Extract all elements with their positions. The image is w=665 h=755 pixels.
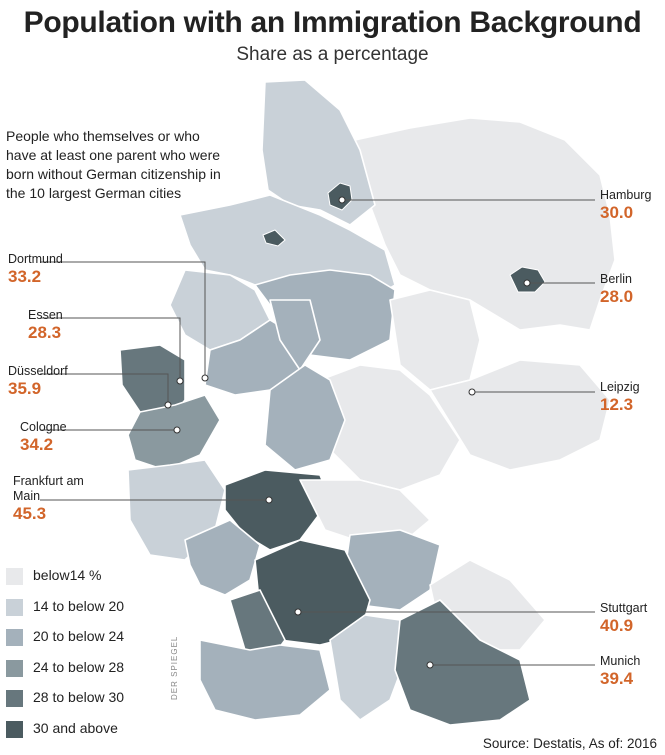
city-value: 28.0 [600,287,634,306]
city-label-hamburg: Hamburg 30.0 [600,188,651,223]
legend-label: below14 % [33,567,102,583]
city-name: Hamburg [600,188,652,202]
city-label-essen: Essen 28.3 [28,308,63,343]
region-palatinate [184,519,261,596]
dot-duesseldorf [164,401,172,409]
dot-essen [176,377,184,385]
city-name: Leipzig [600,380,640,394]
map-subtitle: Share as a percentage [236,44,429,65]
legend-label: 14 to below 20 [33,597,125,614]
legend-swatch [6,659,23,677]
city-value: 35.9 [8,379,42,398]
city-label-leipzig: Leipzig 12.3 [600,380,640,415]
intro-text: People who themselves or who have at lea… [6,128,221,201]
bremen-region [262,229,286,247]
legend-swatch [6,720,23,738]
city-value: 40.9 [600,616,634,635]
city-value: 39.4 [600,669,634,688]
legend-swatch [6,598,23,616]
city-value: 12.3 [600,395,634,414]
city-name: Cologne [20,420,67,434]
city-name: Stuttgart [600,601,648,615]
region-saxony [429,359,611,471]
leader-duesseldorf [40,373,169,405]
city-label-dortmund: Dortmund 33.2 [8,252,63,287]
legend-label: 24 to below 28 [33,658,125,675]
legend-swatch [6,568,23,585]
region-hesse-north [264,364,346,471]
city-name: Düsseldorf [8,364,68,378]
dot-frankfurt [265,496,273,504]
city-label-cologne: Cologne 34.2 [20,420,67,455]
city-value: 45.3 [13,504,47,523]
city-label-frankfurt: Frankfurt am Main 45.3 [13,474,93,524]
dot-stuttgart [294,608,302,616]
dot-berlin [523,279,531,287]
city-value: 33.2 [8,267,42,286]
region-detmold [269,299,321,371]
city-name: Frankfurt am Main [13,474,84,503]
dot-cologne [173,426,181,434]
city-name: Essen [28,308,63,322]
region-northeast [354,117,616,331]
region-franconia [299,479,431,546]
leader-essen [40,317,181,381]
berlin-region [509,266,546,293]
region-thuringia [319,364,461,491]
leader-dortmund [40,261,206,378]
city-value: 34.2 [20,435,54,454]
legend-swatch [6,629,23,647]
legend-label: 30 and above [33,719,118,736]
map-title: Population with an Immigration Backgroun… [23,6,642,39]
city-value: 28.3 [28,323,62,342]
city-name: Munich [600,654,641,668]
publisher-credit: DER SPIEGEL [170,635,179,700]
legend-swatch [6,690,23,708]
region-freiburg [199,639,331,721]
city-value: 30.0 [600,203,634,222]
region-saxony-anhalt [389,289,481,391]
city-label-duesseldorf: Düsseldorf 35.9 [8,364,68,399]
region-cologne [127,394,221,471]
city-label-berlin: Berlin 28.0 [600,272,633,307]
region-munich [394,599,531,726]
legend-label: 28 to below 30 [33,689,125,706]
city-label-munich: Munich 39.4 [600,654,640,689]
dot-hamburg [338,196,346,204]
dot-dortmund [201,374,209,382]
city-name: Dortmund [8,252,63,266]
legend-label: 20 to below 24 [33,628,125,645]
region-swabia [329,614,406,721]
city-name: Berlin [600,272,632,286]
dot-munich [426,661,434,669]
dot-leipzig [468,388,476,396]
city-label-stuttgart: Stuttgart 40.9 [600,601,647,636]
source-note: Source: Destatis, As of: 2016 [482,736,657,751]
